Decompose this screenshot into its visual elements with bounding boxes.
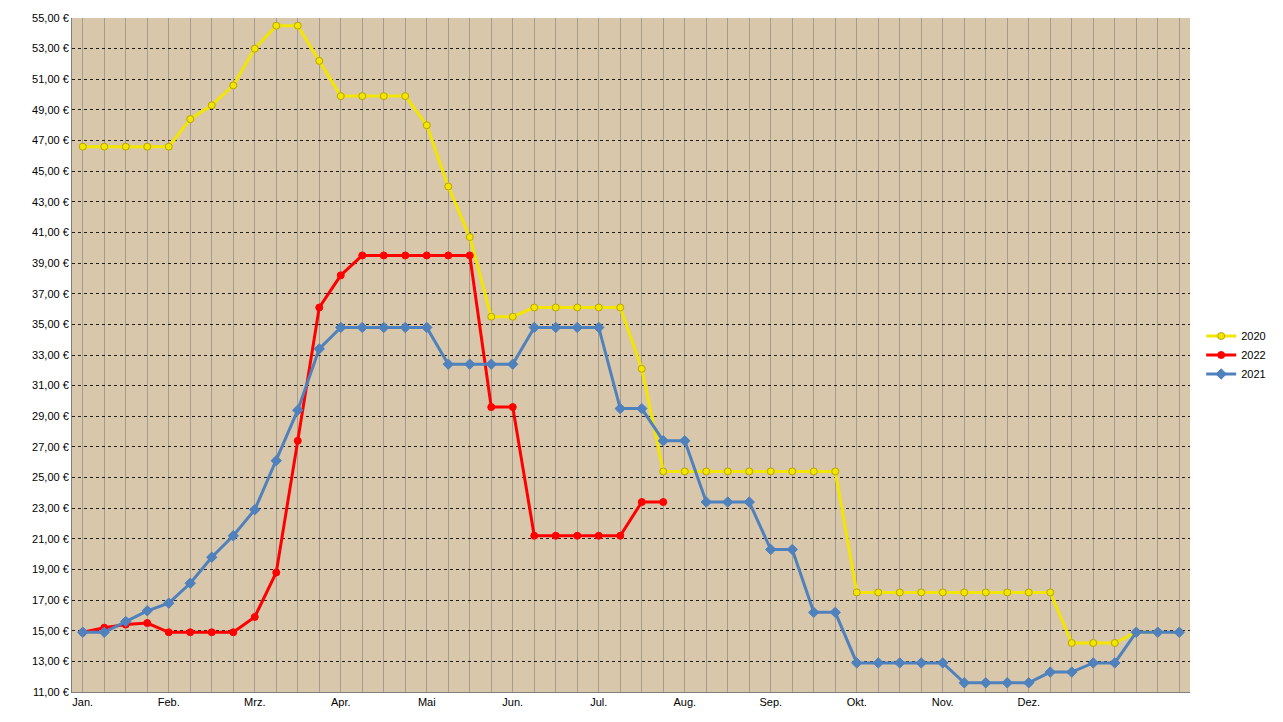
svg-text:37,00 €: 37,00 € <box>32 288 69 300</box>
svg-text:23,00 €: 23,00 € <box>32 502 69 514</box>
svg-text:29,00 €: 29,00 € <box>32 410 69 422</box>
svg-text:45,00 €: 45,00 € <box>32 165 69 177</box>
svg-text:Mai: Mai <box>418 696 436 708</box>
svg-text:Okt.: Okt. <box>847 696 867 708</box>
svg-text:Mrz.: Mrz. <box>244 696 265 708</box>
svg-text:25,00 €: 25,00 € <box>32 471 69 483</box>
svg-text:43,00 €: 43,00 € <box>32 196 69 208</box>
svg-text:19,00 €: 19,00 € <box>32 563 69 575</box>
svg-text:41,00 €: 41,00 € <box>32 226 69 238</box>
svg-text:49,00 €: 49,00 € <box>32 104 69 116</box>
svg-text:31,00 €: 31,00 € <box>32 379 69 391</box>
svg-text:53,00 €: 53,00 € <box>32 42 69 54</box>
svg-text:33,00 €: 33,00 € <box>32 349 69 361</box>
svg-text:55,00 €: 55,00 € <box>32 12 69 24</box>
svg-text:Aug.: Aug. <box>673 696 696 708</box>
svg-text:11,00 €: 11,00 € <box>33 686 69 698</box>
svg-text:Jan.: Jan. <box>72 696 93 708</box>
svg-text:Dez.: Dez. <box>1017 696 1040 708</box>
svg-text:13,00 €: 13,00 € <box>32 655 69 667</box>
svg-text:Jul.: Jul. <box>590 696 607 708</box>
svg-text:2021: 2021 <box>1241 368 1265 380</box>
svg-text:27,00 €: 27,00 € <box>32 441 69 453</box>
svg-text:17,00 €: 17,00 € <box>32 594 69 606</box>
svg-text:39,00 €: 39,00 € <box>32 257 69 269</box>
svg-text:2020: 2020 <box>1241 330 1265 342</box>
svg-text:51,00 €: 51,00 € <box>32 73 69 85</box>
svg-text:Jun.: Jun. <box>502 696 523 708</box>
svg-text:Sep.: Sep. <box>759 696 782 708</box>
svg-text:21,00 €: 21,00 € <box>32 533 69 545</box>
svg-text:Feb.: Feb. <box>158 696 180 708</box>
svg-text:15,00 €: 15,00 € <box>32 625 69 637</box>
svg-text:47,00 €: 47,00 € <box>32 134 69 146</box>
svg-text:2022: 2022 <box>1241 349 1265 361</box>
svg-text:Apr.: Apr. <box>331 696 351 708</box>
svg-text:Nov.: Nov. <box>932 696 954 708</box>
svg-text:35,00 €: 35,00 € <box>32 318 69 330</box>
